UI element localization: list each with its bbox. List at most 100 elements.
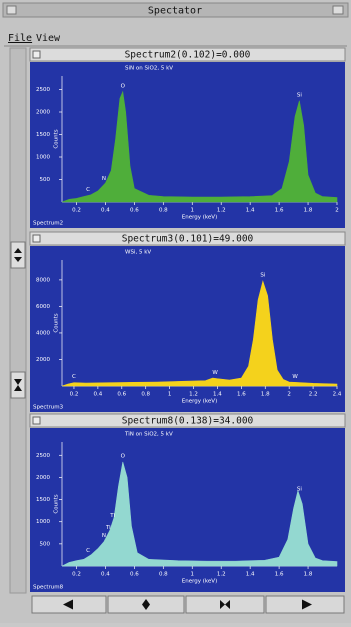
y-axis-label: Counts <box>54 129 60 148</box>
y-tick-label: 1000 <box>36 155 50 161</box>
x-tick-label: 0.2 <box>72 572 81 578</box>
peak-label: Si <box>297 92 302 98</box>
splitter-track <box>9 47 27 594</box>
prev-icon <box>63 599 73 610</box>
peak-label: C <box>86 548 90 554</box>
panel-header <box>29 47 346 62</box>
x-tick-label: 2.2 <box>309 392 318 398</box>
x-tick-label: 0.6 <box>117 392 126 398</box>
splitter-handle[interactable] <box>10 241 26 269</box>
panel-header <box>29 413 346 428</box>
x-tick-label: 0.4 <box>93 392 102 398</box>
footer-label: Spectrum3 <box>33 405 64 411</box>
subtitle: WSi, 5 kV <box>125 250 151 256</box>
panel-select-box[interactable] <box>32 416 41 425</box>
x-tick-label: 1.2 <box>189 392 198 398</box>
spectrum-area <box>61 90 338 203</box>
x-tick-label: 0.8 <box>141 392 150 398</box>
subtitle: SiN on SiO2, 5 kV <box>125 66 173 72</box>
subtitle: TiN on SiO2, 5 kV <box>124 432 173 438</box>
y-tick-label: 1000 <box>36 519 50 525</box>
x-tick-label: 2 <box>287 392 291 398</box>
panel-select-box[interactable] <box>32 50 41 59</box>
y-tick-label: 500 <box>40 177 51 183</box>
x-tick-label: 0.4 <box>101 572 110 578</box>
peak-label: W <box>292 374 298 380</box>
peak-label: O <box>121 453 126 459</box>
y-tick-label: 2500 <box>36 87 50 93</box>
y-tick-label: 6000 <box>36 304 50 310</box>
spectrum-panel: Spectrum2(0.102)=0.000 SiN on SiO2, 5 kV S… <box>29 47 346 228</box>
splitter-arrows <box>14 379 22 391</box>
x-tick-label: 1.6 <box>275 208 284 214</box>
y-tick-label: 2500 <box>36 453 50 459</box>
peak-label: C <box>72 374 76 380</box>
spectrum-area <box>61 280 338 387</box>
spectrum-panel: Spectrum8(0.138)=34.000 TiN on SiO2, 5 kV… <box>29 413 346 592</box>
x-tick-label: 0.6 <box>130 208 139 214</box>
center-icon <box>142 599 150 610</box>
x-tick-label: 0.8 <box>159 208 168 214</box>
x-tick-label: 2 <box>335 208 339 214</box>
y-tick-label: 8000 <box>36 277 50 283</box>
y-tick-label: 4000 <box>36 330 50 336</box>
y-tick-label: 1500 <box>36 132 50 138</box>
peak-label: W <box>212 370 218 376</box>
x-tick-label: 0.2 <box>72 208 81 214</box>
menu-view[interactable]: View <box>36 33 61 44</box>
spectrum-area <box>61 461 338 567</box>
toolbar <box>31 595 345 614</box>
panel-title: Spectrum2(0.102)=0.000 <box>125 50 251 61</box>
panel-title: Spectrum8(0.138)=34.000 <box>122 416 254 427</box>
maximize-button[interactable] <box>332 5 344 15</box>
x-axis-label: Energy (keV) <box>182 399 217 405</box>
x-tick-label: 1 <box>191 572 195 578</box>
footer-label: Spectrum8 <box>33 585 64 591</box>
x-tick-label: 0.6 <box>130 572 139 578</box>
y-axis-label: Counts <box>54 313 60 332</box>
x-tick-label: 1 <box>168 392 172 398</box>
x-tick-label: 2.4 <box>333 392 342 398</box>
y-tick-label: 2000 <box>36 110 50 116</box>
window-menu-button[interactable] <box>6 5 17 15</box>
menu-file[interactable]: File <box>8 33 32 44</box>
next-icon <box>302 599 312 610</box>
x-tick-label: 0.4 <box>101 208 110 214</box>
splitter-arrows <box>14 248 22 262</box>
footer-label: Spectrum2 <box>33 221 63 227</box>
y-axis-label: Counts <box>54 494 60 513</box>
panel-header <box>29 231 346 246</box>
x-tick-label: 1.2 <box>217 572 226 578</box>
y-tick-label: 2000 <box>36 475 50 481</box>
y-tick-label: 1500 <box>36 497 50 503</box>
plot-background <box>30 246 345 412</box>
x-tick-label: 1.8 <box>304 208 313 214</box>
x-tick-label: 0.8 <box>159 572 168 578</box>
x-tick-label: 0.2 <box>70 392 79 398</box>
peak-label: O <box>121 83 126 89</box>
title-bar <box>2 2 349 18</box>
peak-label: C <box>86 187 90 193</box>
x-tick-label: 1.4 <box>246 208 255 214</box>
peak-label: Ti <box>109 513 115 519</box>
x-tick-label: 1.4 <box>246 572 255 578</box>
peak-label: Ti <box>105 525 111 531</box>
x-tick-label: 1 <box>191 208 195 214</box>
panel-title: Spectrum3(0.101)=49.000 <box>122 234 254 245</box>
y-tick-label: 2000 <box>36 357 50 363</box>
x-tick-label: 1.4 <box>213 392 222 398</box>
x-tick-label: 1.6 <box>237 392 246 398</box>
peak-label: Si <box>297 487 302 493</box>
x-tick-label: 1.8 <box>261 392 270 398</box>
window-title: Spectator <box>148 6 202 17</box>
peak-label: N <box>102 533 106 539</box>
spectrum-panel: Spectrum3(0.101)=49.000 WSi, 5 kV Spectrum… <box>29 231 346 412</box>
x-tick-label: 1.6 <box>275 572 284 578</box>
peak-label: N <box>102 176 106 182</box>
panel-select-box[interactable] <box>32 234 41 243</box>
y-tick-label: 500 <box>40 541 51 547</box>
x-tick-label: 1.2 <box>217 208 226 214</box>
x-axis-label: Energy (keV) <box>182 215 217 221</box>
